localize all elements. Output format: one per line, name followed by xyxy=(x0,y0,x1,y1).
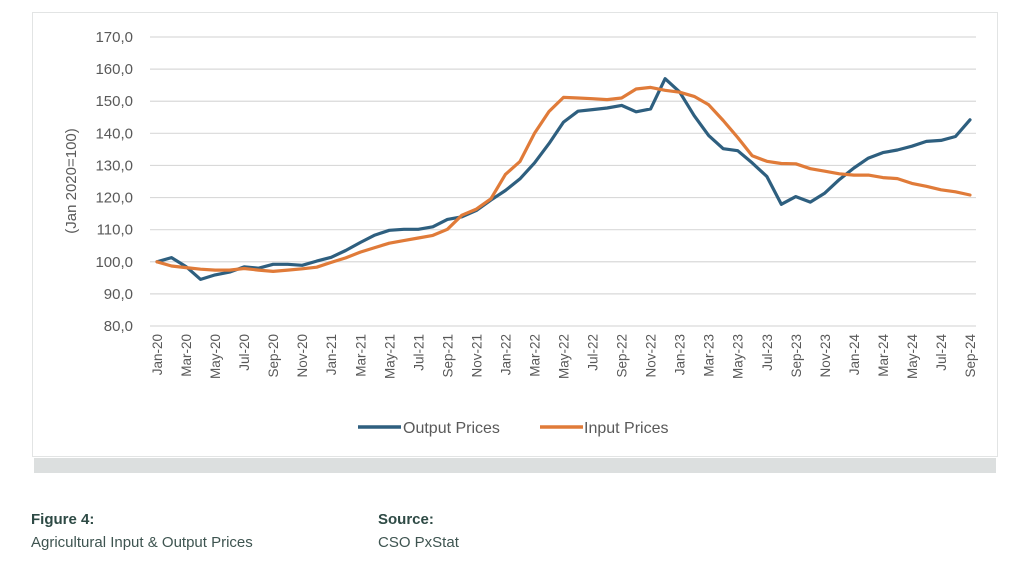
x-tick-label: Nov-23 xyxy=(818,334,833,378)
x-tick-label: Jan-22 xyxy=(498,334,513,375)
figure-label: Figure 4: xyxy=(31,511,95,528)
x-axis-ticks: Jan-20 Mar-20 May-20 Jul-20 Sep-20 Nov-20 Jan-… xyxy=(150,334,978,380)
x-tick-label: Sep-21 xyxy=(440,334,455,378)
x-tick-label: Sep-23 xyxy=(789,334,804,378)
x-tick-label: Jul-24 xyxy=(934,334,949,371)
x-tick-label: Mar-20 xyxy=(179,334,194,377)
x-tick-label: May-21 xyxy=(382,334,397,379)
y-tick-label: 80,0 xyxy=(104,318,133,335)
x-tick-label: Mar-24 xyxy=(876,334,891,377)
x-tick-label: May-23 xyxy=(731,334,746,379)
x-tick-label: Mar-22 xyxy=(527,334,542,377)
y-tick-label: 90,0 xyxy=(104,286,133,303)
y-tick-label: 140,0 xyxy=(95,125,133,142)
figure-title: Agricultural Input & Output Prices xyxy=(31,534,253,551)
series-lines xyxy=(155,77,972,281)
x-tick-label: Jul-22 xyxy=(586,334,601,371)
y-tick-label: 130,0 xyxy=(95,157,133,174)
x-tick-label: May-22 xyxy=(557,334,572,379)
legend-item: Input Prices xyxy=(540,420,668,437)
source-text: CSO PxStat xyxy=(378,534,459,551)
x-tick-label: Jul-20 xyxy=(237,334,252,371)
x-tick-label: Jan-23 xyxy=(673,334,688,375)
y-tick-label: 120,0 xyxy=(95,190,133,207)
legend-label: Output Prices xyxy=(403,420,500,437)
source-caption: Source: CSO PxStat xyxy=(378,511,459,551)
y-axis-label: (Jan 2020=100) xyxy=(63,128,80,234)
x-tick-label: Nov-20 xyxy=(295,334,310,378)
x-tick-label: Jul-23 xyxy=(760,334,775,371)
x-tick-label: Sep-24 xyxy=(963,334,978,378)
x-tick-label: Mar-21 xyxy=(353,334,368,377)
x-tick-label: Sep-20 xyxy=(266,334,281,378)
x-tick-label: Jan-20 xyxy=(150,334,165,375)
y-tick-label: 100,0 xyxy=(95,254,133,271)
y-axis-ticks: 80,0 90,0 100,0 110,0 120,0 130,0 140,0 150,0 16… xyxy=(95,29,133,335)
figure-caption: Figure 4: Agricultural Input & Output Pr… xyxy=(31,511,253,551)
x-tick-label: Nov-22 xyxy=(644,334,659,378)
series-line-output-prices xyxy=(155,77,972,281)
chart-card xyxy=(32,12,998,457)
source-label: Source: xyxy=(378,511,434,528)
legend-item: Output Prices xyxy=(358,420,500,437)
card-shadow-bar xyxy=(34,458,996,473)
x-tick-label: Jan-21 xyxy=(324,334,339,375)
y-tick-label: 170,0 xyxy=(95,29,133,46)
line-chart: 80,0 90,0 100,0 110,0 120,0 130,0 140,0 150,0 16… xyxy=(63,29,978,437)
y-tick-label: 110,0 xyxy=(97,222,133,239)
x-tick-label: May-20 xyxy=(208,334,223,379)
x-tick-label: Jan-24 xyxy=(847,334,862,376)
legend-label: Input Prices xyxy=(584,420,668,437)
series-line-input-prices xyxy=(155,85,972,273)
x-tick-label: Jul-21 xyxy=(411,334,426,371)
legend: Output Prices Input Prices xyxy=(358,420,668,437)
x-tick-label: Sep-22 xyxy=(615,334,630,378)
gridlines xyxy=(150,36,976,327)
y-tick-label: 150,0 xyxy=(95,93,133,110)
x-tick-label: Nov-21 xyxy=(469,334,484,378)
y-tick-label: 160,0 xyxy=(95,61,133,78)
x-tick-label: May-24 xyxy=(905,334,920,380)
x-tick-label: Mar-23 xyxy=(702,334,717,377)
